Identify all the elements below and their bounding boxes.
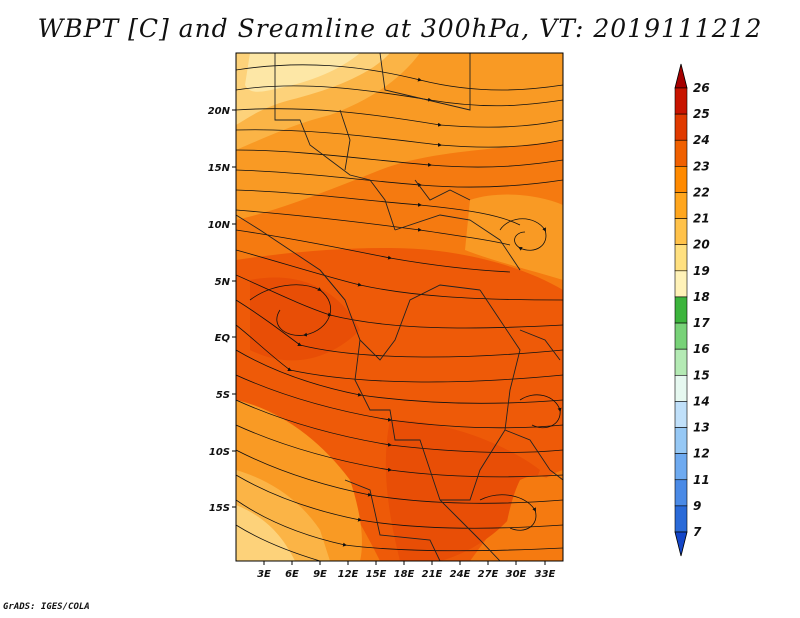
colorbar-label: 17 — [693, 316, 710, 330]
field-zone-18 — [245, 53, 360, 92]
colorbar-label: 16 — [693, 342, 710, 356]
field-layer — [236, 53, 563, 561]
lat-label: 15N — [208, 163, 231, 174]
country-borders — [236, 53, 563, 561]
lon-label: 9E — [313, 569, 327, 580]
colorbar-segment — [674, 427, 688, 454]
colorbar-label: 26 — [693, 81, 710, 95]
colorbar-segment — [674, 348, 688, 376]
lat-label: 20N — [208, 106, 231, 117]
lon-label: 6E — [285, 569, 299, 580]
lat-ticks — [232, 109, 236, 508]
colorbar-label: 21 — [693, 212, 710, 226]
lat-label: 5S — [216, 390, 230, 401]
colorbar-segment — [674, 296, 688, 324]
lon-ticks — [263, 561, 546, 565]
lon-label: 21E — [422, 569, 443, 580]
lon-label: 30E — [506, 569, 527, 580]
field-zone-21e — [465, 194, 563, 280]
map-frame — [235, 52, 564, 562]
lat-label: EQ — [215, 333, 231, 344]
streamlines — [236, 64, 563, 561]
colorbar-segment — [674, 453, 688, 481]
lat-label: 10N — [208, 220, 231, 231]
colorbar-label: 13 — [693, 421, 710, 435]
colorbar-top-arrow — [674, 63, 688, 89]
lon-label: 15E — [366, 569, 387, 580]
colorbar-segment — [674, 244, 688, 272]
colorbar-label: 22 — [693, 185, 710, 199]
lon-label: 18E — [394, 569, 415, 580]
colorbar-label: 11 — [693, 473, 710, 487]
lat-label: 15S — [209, 503, 230, 514]
colorbar-segment — [674, 87, 688, 115]
colorbar-segment — [674, 479, 688, 507]
colorbar-label: 24 — [693, 133, 710, 147]
colorbar-label: 19 — [693, 264, 710, 278]
field-zone-22se — [500, 475, 563, 561]
colorbar-label: 14 — [693, 394, 710, 408]
lon-label: 33E — [535, 569, 556, 580]
colorbar-label: 9 — [693, 499, 701, 513]
chart-title: WBPT [C] and Sreamline at 300hPa, VT: 20… — [37, 14, 763, 43]
colorbar-label: 12 — [693, 447, 710, 461]
lon-label: 12E — [338, 569, 359, 580]
colorbar-segment — [674, 166, 688, 193]
colorbar-label: 15 — [693, 368, 710, 382]
colorbar-segment — [674, 374, 688, 402]
colorbar: 26 25 24 23 22 21 20 19 18 17 16 15 14 13 12 11 9 7 — [674, 63, 710, 557]
colorbar-segment — [674, 270, 688, 298]
lon-label: 27E — [478, 569, 499, 580]
colorbar-label: 18 — [693, 290, 710, 304]
colorbar-segment — [674, 401, 688, 428]
lat-label: 5N — [215, 277, 231, 288]
lon-label: 3E — [257, 569, 271, 580]
lon-label: 24E — [450, 569, 471, 580]
colorbar-label: 23 — [693, 159, 710, 173]
colorbar-label: 20 — [693, 238, 710, 252]
lat-label: 10S — [209, 447, 230, 458]
colorbar-segment — [674, 505, 688, 533]
colorbar-segment — [674, 218, 688, 246]
colorbar-label: 7 — [693, 525, 702, 539]
colorbar-segment — [674, 139, 688, 167]
colorbar-segment — [674, 322, 688, 350]
colorbar-bottom-arrow — [674, 531, 688, 557]
field-zone-23c — [385, 420, 540, 561]
colorbar-segment — [674, 192, 688, 219]
footer-credit: GrADS: IGES/COLA — [3, 602, 90, 612]
lon-axis: 3E 6E 9E 12E 15E 18E 21E 24E 27E 30E 33E — [257, 569, 555, 580]
lat-axis: 20N 15N 10N 5N EQ 5S 10S 15S — [208, 106, 231, 514]
colorbar-segment — [674, 113, 688, 141]
colorbar-label: 25 — [693, 107, 710, 121]
